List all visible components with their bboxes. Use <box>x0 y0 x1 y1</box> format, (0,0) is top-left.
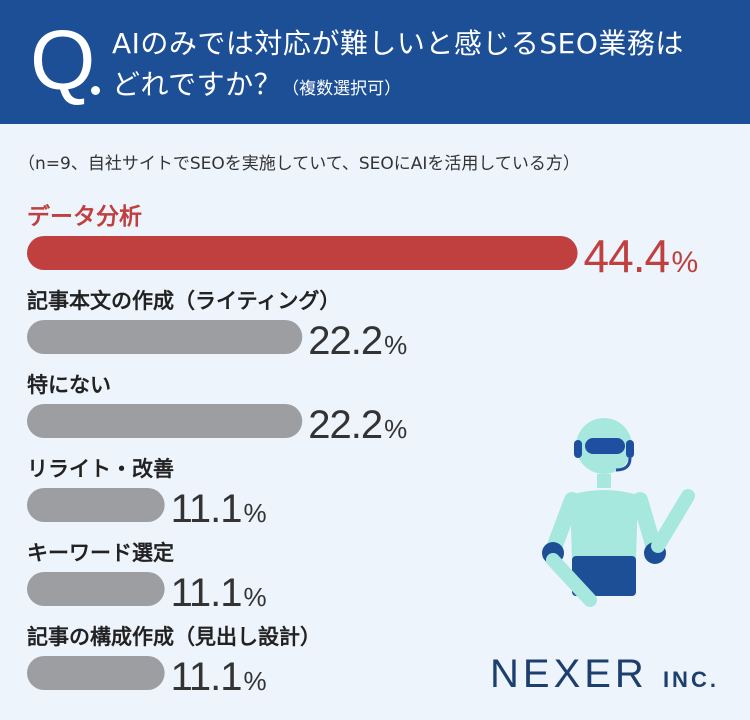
unit-label: % <box>384 414 407 444</box>
unit-label: % <box>244 498 267 528</box>
question-text-line2: どれですか？（複数選択可） <box>112 68 401 106</box>
question-mark: Q <box>30 13 96 107</box>
bar <box>27 320 303 354</box>
bar <box>27 404 303 438</box>
bar <box>27 572 165 606</box>
brand-suffix: INC. <box>662 667 719 692</box>
unit-label: % <box>244 666 267 696</box>
category-label: キーワード選定 <box>27 541 174 565</box>
value-label: 11.1 <box>171 487 242 531</box>
value-label: 11.1 <box>171 655 242 699</box>
bar <box>27 488 165 522</box>
value-label: 44.4 <box>584 230 670 282</box>
bar <box>27 236 578 270</box>
question-note: （複数選択可） <box>282 79 402 99</box>
brand-logo: NEXER INC. <box>490 652 719 697</box>
category-label: データ分析 <box>27 203 142 230</box>
question-mark-dot <box>91 86 100 95</box>
unit-label: % <box>244 582 267 612</box>
category-label: 記事本文の作成（ライティング） <box>27 289 340 313</box>
question-text-line1: AIのみでは対応が難しいと感じるSEO業務は <box>112 27 684 60</box>
question-text-line2-main: どれですか？ <box>112 68 283 101</box>
category-label: 特にない <box>27 373 111 397</box>
unit-label: % <box>384 330 407 360</box>
brand-name: NEXER <box>490 652 648 696</box>
category-label: 記事の構成作成（見出し設計） <box>27 625 321 649</box>
bar <box>27 656 165 690</box>
question-header: Q AIのみでは対応が難しいと感じるSEO業務は どれですか？（複数選択可） <box>0 0 750 124</box>
robot-icon <box>542 418 695 607</box>
sample-note: （n=9、自社サイトでSEOを実施していて、SEOにAIを活用している方） <box>18 154 580 174</box>
value-label: 11.1 <box>171 571 242 615</box>
unit-label: % <box>672 246 699 279</box>
value-label: 22.2 <box>308 403 382 447</box>
category-label: リライト・改善 <box>27 457 174 481</box>
value-label: 22.2 <box>308 319 382 363</box>
